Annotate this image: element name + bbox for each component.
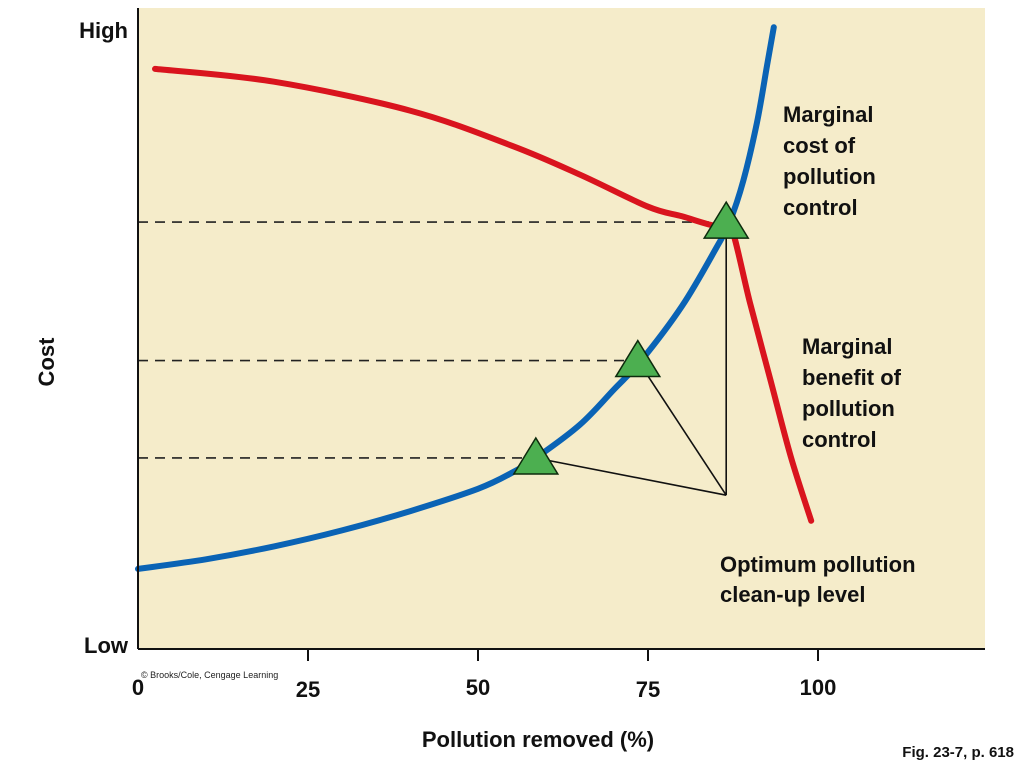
annotation-line: Optimum pollution	[720, 552, 916, 577]
x-tick-label: 0	[132, 675, 144, 700]
figure-reference: Fig. 23-7, p. 618	[902, 744, 1014, 761]
label-line: benefit of	[802, 365, 902, 390]
optimum-markers	[512, 200, 750, 475]
x-tick-label: 100	[800, 675, 837, 700]
copyright-note: © Brooks/Cole, Cengage Learning	[141, 670, 278, 680]
label-line: Marginal	[802, 334, 892, 359]
x-tick-label: 75	[636, 677, 660, 702]
series-labels: Marginal cost of pollution control Marginal b…	[783, 102, 902, 452]
curves	[135, 24, 815, 572]
label-line: pollution	[783, 164, 876, 189]
label-line: control	[802, 427, 877, 452]
annotation-pointer	[637, 360, 727, 496]
label-line: control	[783, 195, 858, 220]
annotation-label: Optimum pollution clean-up level	[720, 552, 916, 607]
annotation-pointer	[535, 457, 727, 496]
optimum-annotation-text: Optimum pollution clean-up level	[720, 552, 916, 607]
optimum-triangle-marker	[512, 436, 560, 475]
marginal-cost-label: Marginal cost of pollution control	[783, 102, 876, 220]
label-line: Marginal	[783, 102, 873, 127]
y-tick-high: High	[79, 18, 128, 43]
marginal-cost-curve	[135, 24, 777, 572]
x-ticks: 0 25 50 75 100	[132, 649, 836, 702]
guide-lines	[138, 221, 727, 459]
annotation-line: clean-up level	[720, 582, 866, 607]
y-axis-label: Cost	[34, 337, 59, 387]
optimum-triangle-marker	[702, 200, 750, 239]
label-line: cost of	[783, 133, 856, 158]
y-tick-low: Low	[84, 633, 129, 658]
x-axis-label: Pollution removed (%)	[422, 727, 654, 752]
x-tick-label: 50	[466, 675, 490, 700]
label-line: pollution	[802, 396, 895, 421]
marginal-benefit-label: Marginal benefit of pollution control	[802, 334, 902, 452]
x-tick-label: 25	[296, 677, 320, 702]
plot-background	[138, 8, 985, 649]
marginal-benefit-curve	[152, 65, 815, 524]
optimum-triangle-marker	[614, 339, 662, 378]
annotation-pointers	[535, 222, 728, 496]
